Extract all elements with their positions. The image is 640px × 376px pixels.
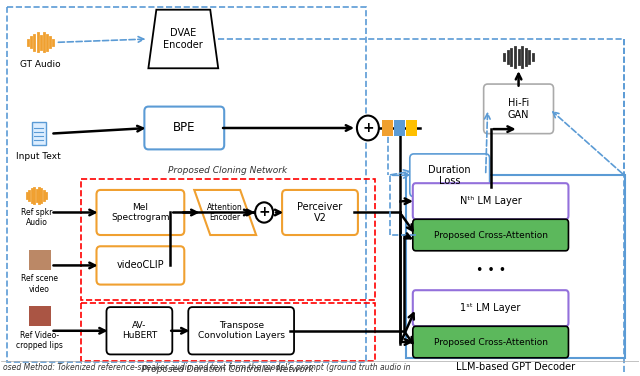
FancyBboxPatch shape <box>31 122 45 145</box>
Polygon shape <box>406 120 417 136</box>
Text: Ref scene
video: Ref scene video <box>21 274 58 294</box>
Text: Duration
Loss: Duration Loss <box>428 165 471 186</box>
Polygon shape <box>29 250 51 270</box>
FancyBboxPatch shape <box>97 246 184 285</box>
Polygon shape <box>382 120 393 136</box>
Text: GT Audio: GT Audio <box>20 61 61 70</box>
Text: +: + <box>362 121 374 135</box>
FancyBboxPatch shape <box>484 84 554 133</box>
FancyBboxPatch shape <box>410 154 490 197</box>
Text: osed Method: Tokenized reference-speaker audio and text form the model’s prompt : osed Method: Tokenized reference-speaker… <box>3 364 410 373</box>
FancyBboxPatch shape <box>413 290 568 326</box>
Text: BPE: BPE <box>173 121 196 135</box>
FancyBboxPatch shape <box>413 219 568 251</box>
Polygon shape <box>394 120 405 136</box>
FancyBboxPatch shape <box>106 307 172 355</box>
Polygon shape <box>195 190 256 235</box>
Text: Ref Video-
cropped lips: Ref Video- cropped lips <box>16 331 63 350</box>
Circle shape <box>255 202 273 223</box>
Text: LLM-based GPT Decoder: LLM-based GPT Decoder <box>456 362 575 372</box>
Circle shape <box>357 115 379 140</box>
Text: Perceiver
V2: Perceiver V2 <box>298 202 342 223</box>
FancyBboxPatch shape <box>145 106 224 149</box>
Text: DVAE
Encoder: DVAE Encoder <box>163 28 203 50</box>
Text: Attention
Encoder: Attention Encoder <box>207 203 243 222</box>
FancyBboxPatch shape <box>413 326 568 358</box>
FancyBboxPatch shape <box>413 183 568 219</box>
Text: videoCLIP: videoCLIP <box>116 261 164 270</box>
Text: Input Text: Input Text <box>16 152 61 161</box>
Text: Hi-Fi
GAN: Hi-Fi GAN <box>508 98 529 120</box>
Text: Proposed Cloning Network: Proposed Cloning Network <box>168 166 287 175</box>
Text: Transpose
Convolution Layers: Transpose Convolution Layers <box>198 321 285 340</box>
Polygon shape <box>148 10 218 68</box>
Text: Nᵗʰ LM Layer: Nᵗʰ LM Layer <box>460 196 522 206</box>
Text: Proposed Duration Controller Network: Proposed Duration Controller Network <box>142 365 314 374</box>
Text: +: + <box>259 205 270 220</box>
Text: Proposed Cross-Attention: Proposed Cross-Attention <box>434 230 548 240</box>
Text: AV-
HuBERT: AV- HuBERT <box>122 321 157 340</box>
Text: • • •: • • • <box>476 264 506 277</box>
Text: Mel
Spectrogram: Mel Spectrogram <box>111 203 170 222</box>
FancyBboxPatch shape <box>97 190 184 235</box>
Text: Ref spkr
Audio: Ref spkr Audio <box>21 208 52 227</box>
FancyBboxPatch shape <box>282 190 358 235</box>
Text: 1ˢᵗ LM Layer: 1ˢᵗ LM Layer <box>460 303 521 313</box>
Polygon shape <box>29 306 51 326</box>
Text: Proposed Cross-Attention: Proposed Cross-Attention <box>434 338 548 347</box>
FancyBboxPatch shape <box>188 307 294 355</box>
